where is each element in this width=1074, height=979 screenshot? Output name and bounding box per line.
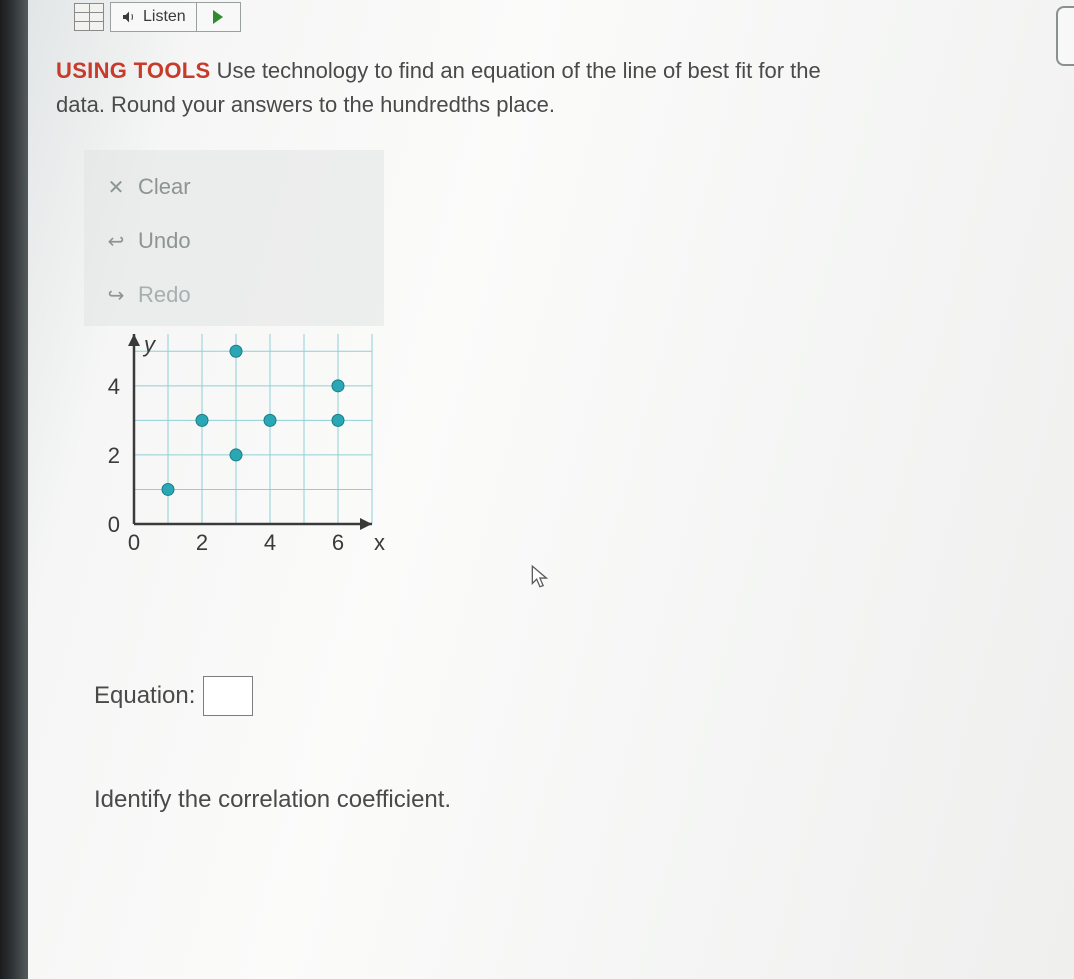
undo-button[interactable]: ↩ Undo bbox=[84, 214, 384, 268]
correlation-prompt: Identify the correlation coefficient. bbox=[94, 786, 1054, 814]
play-button[interactable] bbox=[197, 2, 241, 32]
clear-label: Clear bbox=[138, 174, 191, 200]
listen-label: Listen bbox=[143, 8, 186, 26]
svg-text:2: 2 bbox=[108, 443, 120, 468]
svg-text:0: 0 bbox=[108, 512, 120, 537]
right-panel-fragment bbox=[1056, 6, 1074, 66]
equation-input[interactable] bbox=[203, 676, 253, 716]
toolbar: Listen bbox=[74, 2, 1054, 32]
listen-button[interactable]: Listen bbox=[110, 2, 197, 32]
undo-label: Undo bbox=[138, 228, 191, 254]
svg-text:x: x bbox=[374, 530, 385, 555]
prompt-line2: data. Round your answers to the hundredt… bbox=[56, 92, 555, 117]
svg-text:y: y bbox=[142, 332, 157, 357]
svg-text:4: 4 bbox=[264, 530, 276, 555]
scatter-chart[interactable]: 0 2 4 6 0 2 4 x y bbox=[88, 326, 388, 586]
redo-label: Redo bbox=[138, 282, 191, 308]
prompt-heading: USING TOOLS bbox=[56, 58, 210, 83]
speaker-icon bbox=[121, 9, 137, 25]
svg-text:2: 2 bbox=[196, 530, 208, 555]
x-icon: ✕ bbox=[106, 175, 126, 200]
graph-tool-panel: ✕ Clear ↩ Undo ↪ Redo 0 2 4 6 0 2 4 x y bbox=[84, 150, 384, 586]
svg-text:6: 6 bbox=[332, 530, 344, 555]
chart-svg: 0 2 4 6 0 2 4 x y bbox=[88, 326, 388, 586]
panel-buttons: ✕ Clear ↩ Undo ↪ Redo bbox=[84, 150, 384, 326]
svg-text:4: 4 bbox=[108, 374, 120, 399]
cursor-icon bbox=[530, 564, 552, 595]
undo-arrow-icon: ↩ bbox=[106, 229, 126, 254]
equation-row: Equation: bbox=[94, 676, 1054, 716]
equation-label: Equation: bbox=[94, 682, 195, 710]
prompt-line1: Use technology to find an equation of th… bbox=[210, 58, 820, 83]
redo-arrow-icon: ↪ bbox=[106, 283, 126, 308]
svg-text:0: 0 bbox=[128, 530, 140, 555]
correlation-label: Identify the correlation coefficient. bbox=[94, 786, 451, 813]
grid-icon[interactable] bbox=[74, 3, 104, 31]
question-prompt: USING TOOLS Use technology to find an eq… bbox=[56, 54, 936, 122]
clear-button[interactable]: ✕ Clear bbox=[84, 160, 384, 214]
content-area: Listen USING TOOLS Use technology to fin… bbox=[56, 0, 1054, 814]
play-icon bbox=[213, 10, 223, 24]
redo-button[interactable]: ↪ Redo bbox=[84, 268, 384, 322]
window-left-edge bbox=[0, 0, 28, 979]
